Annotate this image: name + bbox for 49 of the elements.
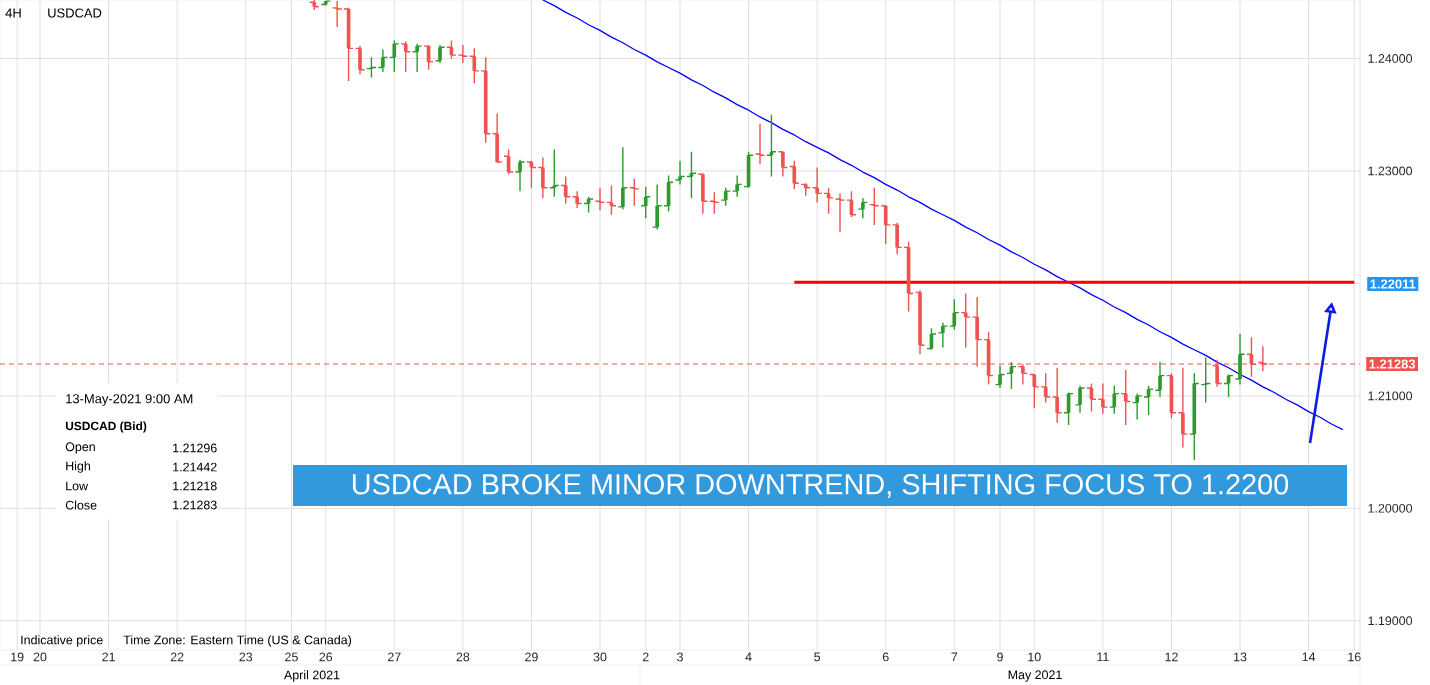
- annotation: High: [66, 461, 90, 473]
- annotation: Indicative price: [21, 635, 103, 647]
- x-tick-label: 7: [951, 652, 958, 662]
- y-tick-label: 1.23000: [1368, 166, 1413, 176]
- x-tick-label: 12: [1165, 652, 1178, 662]
- x-tick-label: 19: [11, 652, 24, 662]
- annotation: Open: [65, 442, 95, 454]
- y-tick-label: 1.24000: [1368, 54, 1413, 63]
- x-tick-label: 29: [525, 652, 538, 662]
- annotation: Close: [65, 500, 97, 510]
- annotation: 13-May-2021 9:00 AM: [66, 394, 193, 406]
- annotation: USDCAD BROKE MINOR DOWNTREND, SHIFTING FOCUS TO 1.2200: [352, 474, 1289, 498]
- annotation: 1.21283: [173, 500, 217, 510]
- text: 1.22011: [1370, 279, 1416, 289]
- x-tick-label: 3: [677, 652, 683, 662]
- text: 4H: [5, 8, 21, 18]
- x-tick-label: 5: [814, 652, 821, 662]
- x-tick-label: 25: [285, 652, 298, 662]
- x-tick-label: 30: [593, 652, 607, 662]
- annotation: 1.21442: [173, 462, 217, 472]
- x-tick-label: 20: [33, 652, 47, 662]
- x-tick-label: 21: [102, 652, 115, 662]
- x-tick-label: 4: [745, 652, 752, 662]
- x-tick-label: 23: [239, 652, 253, 662]
- annotation: Time Zone: Eastern Time (US & Canada): [123, 635, 352, 647]
- text: USDCAD: [48, 8, 102, 18]
- annotation: Low: [66, 481, 89, 491]
- x-tick-label: 28: [456, 652, 470, 662]
- text: May 2021: [1008, 670, 1062, 682]
- x-tick-label: 2: [642, 652, 649, 662]
- annotation: 1.21218: [173, 481, 217, 491]
- x-tick-label: 22: [170, 652, 184, 662]
- x-tick-label: 6: [882, 652, 889, 662]
- y-tick-label: 1.21000: [1368, 391, 1413, 401]
- x-tick-label: 14: [1302, 652, 1316, 662]
- x-tick-label: 10: [1028, 652, 1041, 662]
- annotation: USDCAD (Bid): [65, 421, 147, 433]
- x-tick-label: 13: [1234, 652, 1247, 662]
- x-tick-label: 11: [1097, 652, 1109, 662]
- ref-line-label: 1.21283: [1369, 359, 1416, 369]
- y-tick-label: 1.20000: [1368, 503, 1413, 513]
- x-tick-label: 27: [387, 652, 401, 662]
- text: April 2021: [284, 670, 340, 682]
- x-tick-label: 26: [319, 652, 333, 662]
- annotation: 1.21296: [173, 443, 217, 453]
- line-series: [542, 0, 1344, 431]
- x-tick-label: 16: [1348, 652, 1361, 662]
- y-tick-label: 1.19000: [1368, 616, 1413, 626]
- x-tick-label: 9: [997, 652, 1003, 662]
